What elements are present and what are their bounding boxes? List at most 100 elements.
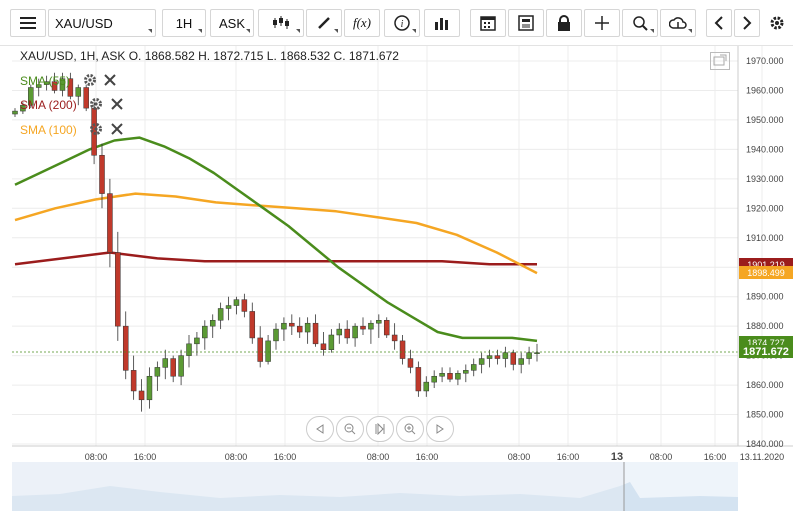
indicator-remove-icon[interactable] [110,122,124,139]
indicator-remove-icon[interactable] [110,97,124,114]
play-right-icon [436,424,444,434]
chart-grid [12,46,763,446]
indicator-legend-item: SMA (200) [20,98,77,112]
candle [178,349,184,386]
candle [130,355,137,400]
candle [289,314,295,335]
bar-chart-icon [435,18,448,30]
price-tick-label: 1970.000 [746,56,784,66]
navigator-area [12,462,738,511]
crosshair-button[interactable] [584,9,620,37]
drawing-tools-button[interactable] [306,9,342,37]
time-tick-label: 16:00 [557,452,580,462]
time-tick-label: 08:00 [650,452,673,462]
candle [83,84,89,112]
info-icon: i [394,15,410,31]
scroll-left-button[interactable] [306,416,334,442]
candle [225,296,232,321]
popout-button[interactable] [710,52,730,70]
symbol-selector[interactable]: XAU/USD [48,9,156,37]
candle [328,329,335,353]
candle [20,102,26,115]
chart-type-button[interactable] [258,9,304,37]
candle [249,302,256,344]
indicator-legend-item: SMA (100) [20,123,77,137]
hamburger-icon [20,17,36,29]
lock-icon [558,15,570,31]
candle [99,143,105,209]
zoom-button[interactable] [622,9,658,37]
candle [423,376,430,397]
candle [217,302,224,330]
candle [376,314,382,338]
candle [59,72,66,97]
indicator-settings-icon[interactable] [83,73,97,90]
news-button[interactable] [508,9,544,37]
nav-prev-button[interactable] [706,9,732,37]
time-tick-label: 13.11.2020 [740,452,784,462]
candle [360,317,366,335]
volume-button[interactable] [424,9,460,37]
candle [107,178,113,268]
candle [241,293,248,318]
time-tick-label: 16:00 [704,452,727,462]
chart-nav-controls [306,416,454,442]
time-tick-label: 08:00 [367,452,390,462]
upload-button[interactable] [660,9,696,37]
price-tick-label: 1960.000 [746,85,784,95]
svg-text:i: i [401,19,404,30]
indicators-button[interactable]: f(x) [344,9,380,37]
svg-text:1871.672: 1871.672 [743,346,789,358]
info-button[interactable]: i [384,9,420,37]
price-side-selector[interactable]: ASK [210,9,254,37]
popout-icon [713,54,727,66]
price-side-label: ASK [218,15,245,31]
reset-view-button[interactable] [366,416,394,442]
timeframe-selector[interactable]: 1H [162,9,206,37]
candle [486,349,493,368]
candle [431,370,437,389]
candle [510,349,517,371]
play-left-icon [316,424,324,434]
settings-button[interactable] [764,9,790,37]
candle [391,323,398,350]
scroll-right-button[interactable] [426,416,454,442]
candle [233,296,240,315]
gear-icon [770,16,784,30]
menu-button[interactable] [10,9,46,37]
candle [470,358,477,377]
candle [75,84,82,106]
indicator-settings-icon[interactable] [89,97,103,114]
calendar-button[interactable] [470,9,506,37]
timeframe-label: 1H [175,15,193,31]
price-tick-label: 1890.000 [746,292,784,302]
nav-next-button[interactable] [734,9,760,37]
candle [146,367,153,409]
candle [281,317,287,341]
candle [455,370,461,386]
crosshair-icon [595,16,609,30]
price-tick-label: 1920.000 [746,203,784,213]
time-tick-label: 16:00 [274,452,297,462]
chevron-right-icon [743,16,752,30]
candle [407,349,414,374]
pencil-icon [318,17,330,29]
toolbar: XAU/USD 1H ASK f(x) i [0,0,793,46]
reset-icon [375,423,385,435]
price-chart[interactable]: 1970.000 1960.000 1950.000 1940.000 1930.000… [0,46,793,511]
candle [162,349,169,380]
time-axis: 08:00 16:00 08:00 16:00 08:00 16:00 08:00 16:00… [85,451,784,463]
candle [518,352,524,374]
lock-button[interactable] [546,9,582,37]
candle [320,332,327,356]
indicator-legend-item: SMA (55) [20,74,71,88]
zoom-out-button[interactable] [336,416,364,442]
indicator-remove-icon[interactable] [103,73,117,90]
candle [12,108,18,117]
candle [478,352,485,374]
time-tick-label: 08:00 [225,452,248,462]
indicator-settings-icon[interactable] [89,122,103,139]
candle [115,231,121,341]
zoom-in-button[interactable] [396,416,424,442]
